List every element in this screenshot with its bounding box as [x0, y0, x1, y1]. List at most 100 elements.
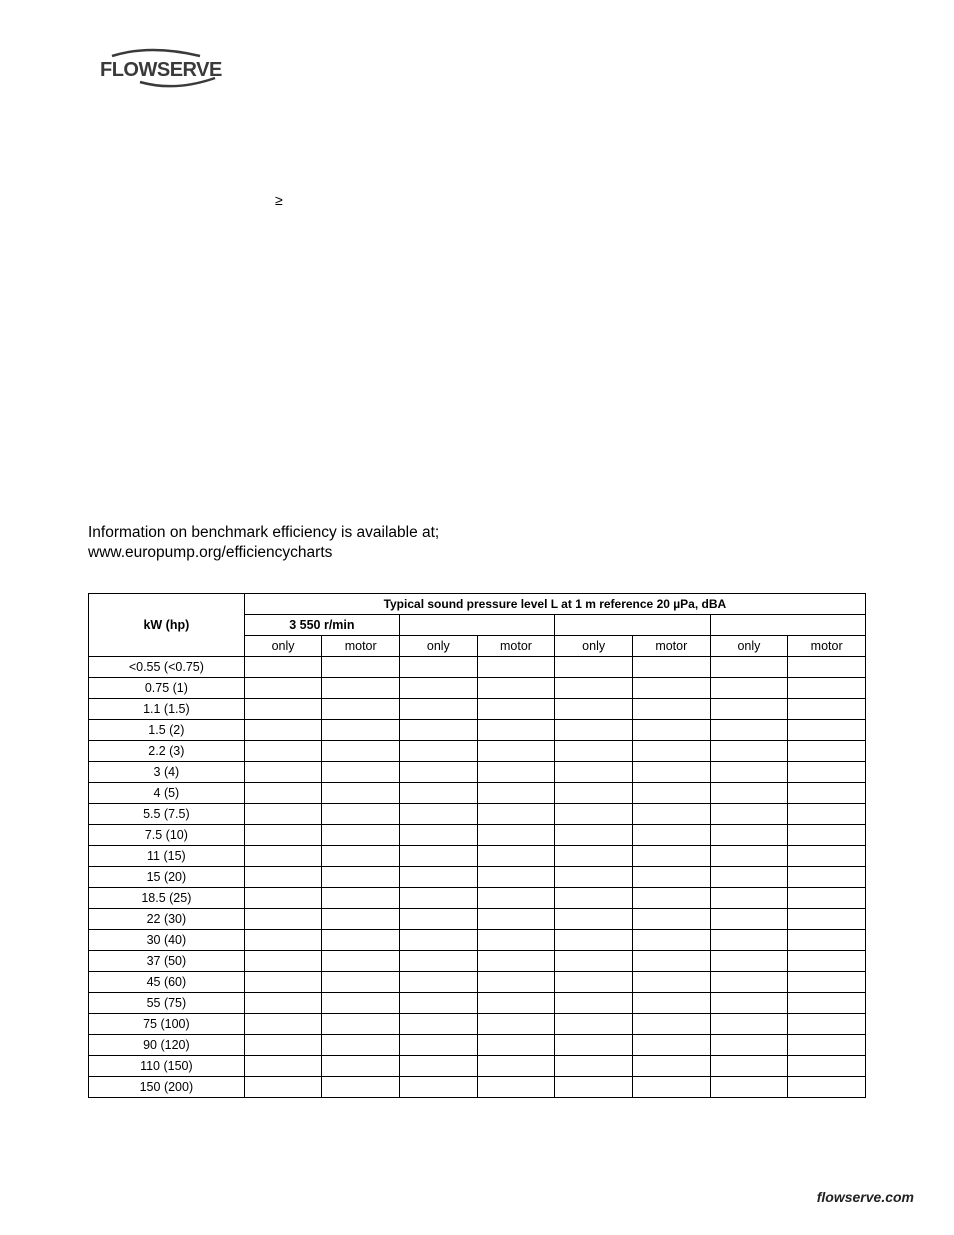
- value-cell: [244, 1035, 322, 1056]
- value-cell: [322, 1077, 400, 1098]
- sub-header: only: [555, 636, 633, 657]
- value-cell: [788, 804, 866, 825]
- geq-symbol: ≥: [275, 192, 283, 208]
- value-cell: [322, 867, 400, 888]
- flowserve-logo: FLOWSERVE: [100, 48, 230, 95]
- value-cell: [400, 846, 478, 867]
- table-row: 110 (150): [89, 1056, 866, 1077]
- kw-cell: 5.5 (7.5): [89, 804, 245, 825]
- value-cell: [788, 741, 866, 762]
- value-cell: [710, 846, 788, 867]
- value-cell: [555, 825, 633, 846]
- sub-header: motor: [477, 636, 555, 657]
- value-cell: [322, 909, 400, 930]
- value-cell: [244, 762, 322, 783]
- value-cell: [710, 825, 788, 846]
- value-cell: [322, 1035, 400, 1056]
- value-cell: [400, 720, 478, 741]
- value-cell: [400, 993, 478, 1014]
- value-cell: [400, 972, 478, 993]
- value-cell: [632, 720, 710, 741]
- kw-cell: 2.2 (3): [89, 741, 245, 762]
- value-cell: [477, 762, 555, 783]
- value-cell: [710, 741, 788, 762]
- table-row: 2.2 (3): [89, 741, 866, 762]
- value-cell: [555, 930, 633, 951]
- table-row: 18.5 (25): [89, 888, 866, 909]
- value-cell: [322, 972, 400, 993]
- sub-header: only: [710, 636, 788, 657]
- kw-cell: <0.55 (<0.75): [89, 657, 245, 678]
- table-row: 30 (40): [89, 930, 866, 951]
- value-cell: [710, 678, 788, 699]
- value-cell: [710, 762, 788, 783]
- sub-header: only: [400, 636, 478, 657]
- value-cell: [710, 888, 788, 909]
- sound-title: Typical sound pressure level L at 1 m re…: [244, 594, 865, 615]
- kw-cell: 45 (60): [89, 972, 245, 993]
- value-cell: [244, 804, 322, 825]
- sub-header: motor: [788, 636, 866, 657]
- value-cell: [555, 678, 633, 699]
- speed-header-2: [555, 615, 710, 636]
- kw-cell: 22 (30): [89, 909, 245, 930]
- value-cell: [244, 1077, 322, 1098]
- value-cell: [322, 699, 400, 720]
- value-cell: [788, 951, 866, 972]
- value-cell: [632, 909, 710, 930]
- value-cell: [400, 951, 478, 972]
- value-cell: [710, 657, 788, 678]
- value-cell: [710, 783, 788, 804]
- value-cell: [400, 804, 478, 825]
- value-cell: [632, 846, 710, 867]
- value-cell: [788, 783, 866, 804]
- value-cell: [477, 888, 555, 909]
- value-cell: [400, 888, 478, 909]
- table-row: 0.75 (1): [89, 678, 866, 699]
- value-cell: [322, 846, 400, 867]
- value-cell: [555, 867, 633, 888]
- value-cell: [632, 804, 710, 825]
- speed-header-3: [710, 615, 865, 636]
- value-cell: [788, 930, 866, 951]
- value-cell: [400, 699, 478, 720]
- sub-header: motor: [322, 636, 400, 657]
- value-cell: [788, 846, 866, 867]
- value-cell: [477, 678, 555, 699]
- value-cell: [632, 993, 710, 1014]
- value-cell: [555, 951, 633, 972]
- value-cell: [322, 678, 400, 699]
- table-row: 1.1 (1.5): [89, 699, 866, 720]
- value-cell: [400, 678, 478, 699]
- value-cell: [710, 1035, 788, 1056]
- value-cell: [244, 867, 322, 888]
- kw-cell: 55 (75): [89, 993, 245, 1014]
- value-cell: [322, 1056, 400, 1077]
- value-cell: [244, 888, 322, 909]
- value-cell: [477, 657, 555, 678]
- value-cell: [400, 762, 478, 783]
- table-row: 90 (120): [89, 1035, 866, 1056]
- value-cell: [477, 720, 555, 741]
- value-cell: [322, 888, 400, 909]
- value-cell: [710, 1077, 788, 1098]
- value-cell: [632, 762, 710, 783]
- value-cell: [788, 699, 866, 720]
- table-row: 15 (20): [89, 867, 866, 888]
- kw-header: kW (hp): [89, 594, 245, 657]
- value-cell: [244, 741, 322, 762]
- value-cell: [788, 762, 866, 783]
- value-cell: [788, 909, 866, 930]
- value-cell: [555, 972, 633, 993]
- value-cell: [788, 720, 866, 741]
- value-cell: [477, 804, 555, 825]
- table-row: 150 (200): [89, 1077, 866, 1098]
- kw-cell: 18.5 (25): [89, 888, 245, 909]
- table-row: 55 (75): [89, 993, 866, 1014]
- efficiency-line2: www.europump.org/efficiencycharts: [88, 544, 332, 561]
- kw-cell: 15 (20): [89, 867, 245, 888]
- value-cell: [400, 825, 478, 846]
- value-cell: [477, 741, 555, 762]
- kw-cell: 90 (120): [89, 1035, 245, 1056]
- value-cell: [322, 804, 400, 825]
